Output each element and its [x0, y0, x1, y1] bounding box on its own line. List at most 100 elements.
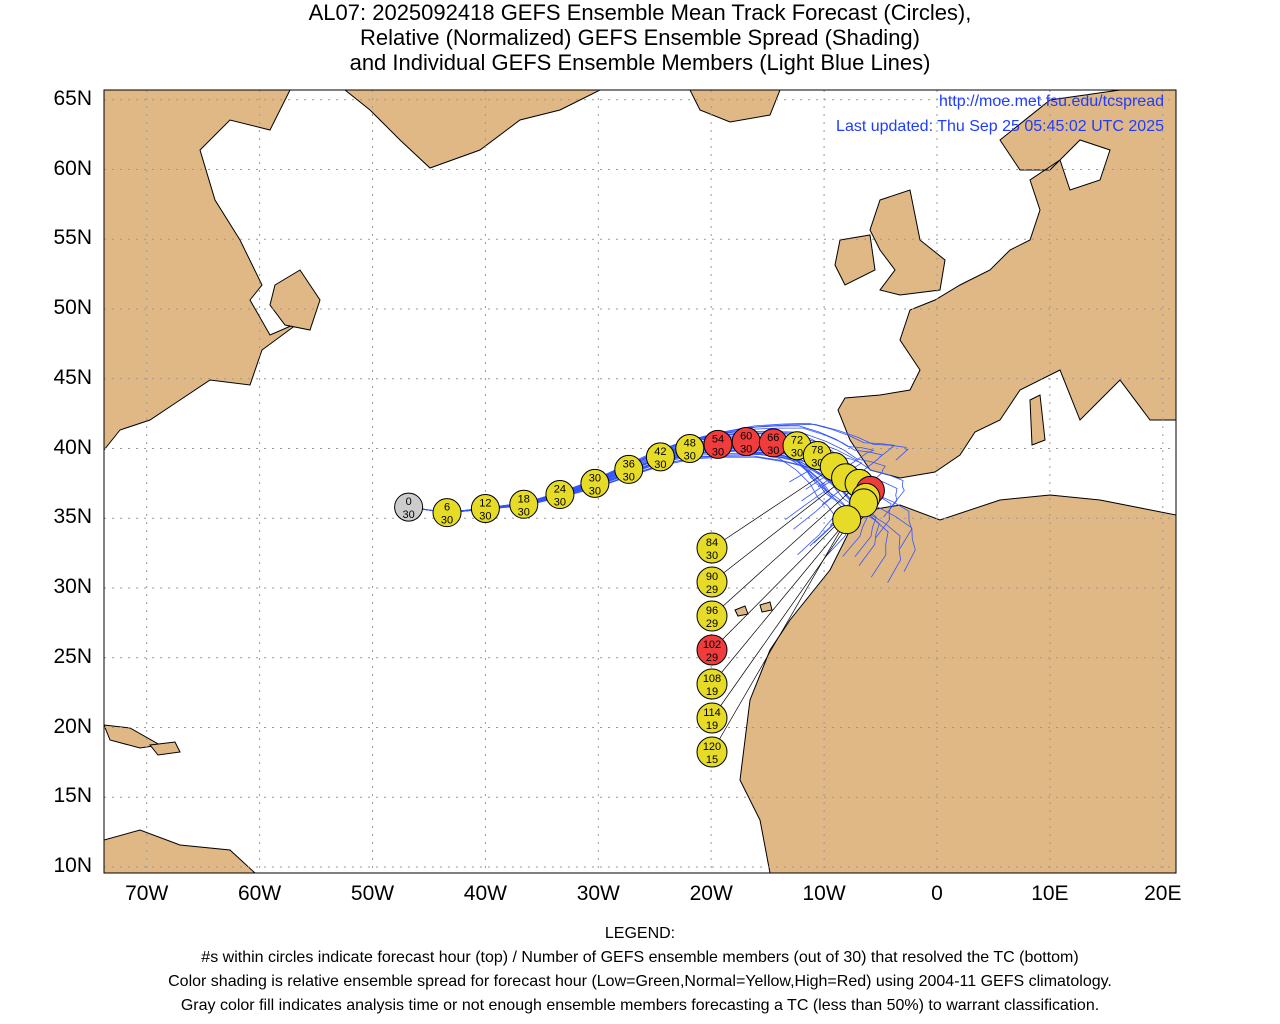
- track-hour-label: 42: [654, 446, 666, 458]
- track-hour-label: 30: [589, 472, 601, 484]
- mean-track-circles: 0306301230183024303030363042304830543060…: [394, 427, 885, 768]
- land-cuba: [104, 724, 162, 749]
- lon-label: 40W: [463, 882, 507, 905]
- callout-leader: [711, 519, 847, 753]
- track-hour-label: 48: [684, 438, 696, 450]
- lon-label: 60W: [238, 882, 282, 905]
- lon-label: 30W: [576, 882, 620, 905]
- track-callout-circle: [696, 600, 728, 632]
- track-hour-label: 120: [703, 741, 721, 753]
- callout-leader: [711, 502, 864, 719]
- title-line-2: Relative (Normalized) GEFS Ensemble Spre…: [359, 25, 920, 50]
- track-members-label: 30: [554, 497, 566, 509]
- track-hour-label: 108: [703, 673, 721, 685]
- legend-line-3: Gray color fill indicates analysis time …: [180, 997, 1100, 1014]
- track-members-label: 15: [706, 754, 718, 766]
- chart-title: AL07: 2025092418 GEFS Ensemble Mean Trac…: [0, 0, 1280, 75]
- track-callout-circle: [696, 736, 728, 768]
- lat-label: 20N: [53, 714, 92, 738]
- lat-label: 65N: [53, 86, 92, 110]
- track-circle: [545, 480, 575, 510]
- track-circle: [832, 505, 862, 535]
- land-iceland: [689, 90, 781, 123]
- lon-label: 10W: [802, 882, 846, 905]
- track-circle: [645, 442, 675, 472]
- land-north-america: [104, 90, 301, 451]
- track-circle: [432, 498, 462, 528]
- track-hour-label: 90: [706, 571, 718, 583]
- track-members-label: 30: [791, 448, 803, 460]
- track-hour-label: 66: [767, 432, 779, 444]
- land-canaries: [734, 601, 773, 617]
- lat-label: 55N: [53, 226, 92, 250]
- credit-url[interactable]: http://moe.met.fsu.edu/tcspread: [938, 93, 1164, 110]
- track-hour-label: 6: [444, 502, 450, 514]
- land-south-america: [104, 829, 256, 873]
- lat-label: 35N: [53, 505, 92, 529]
- lon-label: 20E: [1144, 882, 1182, 905]
- track-circle: [580, 468, 610, 498]
- legend-line-1: #s within circles indicate forecast hour…: [201, 949, 1079, 966]
- land-great-britain: [869, 189, 946, 296]
- track-hour-label: 36: [623, 458, 635, 470]
- land-greenland: [344, 90, 601, 169]
- callout-leader: [711, 477, 846, 583]
- lon-label: 20W: [689, 882, 733, 905]
- track-members-label: 30: [767, 445, 779, 457]
- lat-label: 30N: [53, 575, 92, 598]
- lat-label: 50N: [53, 296, 92, 319]
- track-circle: [509, 489, 539, 519]
- land-europe: [837, 90, 1176, 479]
- track-hour-label: 84: [706, 537, 718, 549]
- track-members-label: 30: [706, 550, 718, 562]
- track-members-label: 30: [518, 506, 530, 518]
- track-members-label: 30: [712, 446, 724, 458]
- callout-leader: [711, 483, 860, 617]
- track-hour-label: 72: [791, 435, 803, 447]
- lat-label: 15N: [53, 784, 92, 808]
- title-line-1: AL07: 2025092418 GEFS Ensemble Mean Trac…: [308, 0, 972, 25]
- track-point: 630: [432, 498, 462, 528]
- lon-label: 0: [931, 882, 943, 905]
- track-members-label: 30: [740, 444, 752, 456]
- legend-line-2: Color shading is relative ensemble sprea…: [168, 973, 1112, 990]
- track-hour-label: 78: [811, 444, 823, 456]
- track-members-label: 30: [589, 485, 601, 497]
- title-line-3: and Individual GEFS Ensemble Members (Li…: [349, 50, 931, 75]
- callout-leader: [711, 466, 835, 549]
- land-newfoundland: [269, 269, 321, 331]
- track-circle: [675, 434, 705, 463]
- credit-updated: Last updated: Thu Sep 25 05:45:02 UTC 20…: [836, 118, 1164, 135]
- lat-label: 25N: [53, 644, 92, 668]
- track-callout-circle: [696, 532, 728, 564]
- track-members-label: 19: [706, 720, 718, 732]
- land-africa: [739, 494, 1176, 873]
- track-hour-label: 54: [712, 433, 724, 445]
- track-hour-label: 60: [740, 431, 752, 443]
- lon-label: 70W: [125, 882, 169, 905]
- track-callout-circle: [696, 702, 728, 734]
- lon-label: 50W: [350, 882, 395, 905]
- track-members-label: 30: [623, 471, 635, 483]
- track-members-label: 30: [441, 515, 453, 527]
- track-point: 030: [394, 492, 424, 522]
- track-hour-label: 18: [518, 493, 530, 505]
- graticule: [104, 90, 1176, 873]
- lat-label: 45N: [53, 365, 92, 389]
- land-hispaniola: [149, 741, 181, 756]
- track-members-label: 30: [403, 509, 415, 521]
- lon-label: 10E: [1031, 882, 1069, 905]
- track-hour-label: 114: [703, 707, 721, 719]
- lat-label: 10N: [53, 854, 92, 877]
- legend: LEGEND: #s within circles indicate forec…: [0, 922, 1280, 1018]
